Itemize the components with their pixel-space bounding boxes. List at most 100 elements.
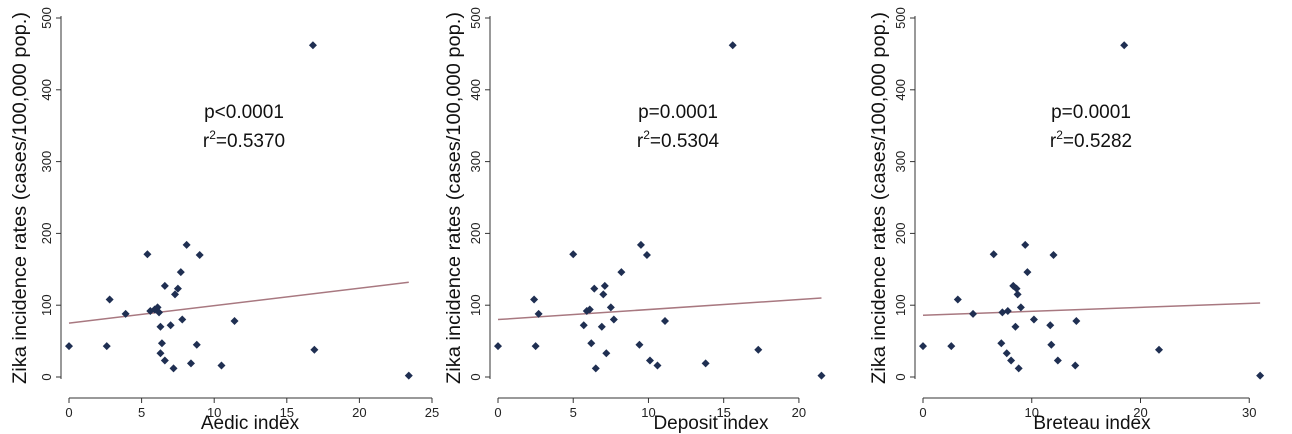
- scatter-point: [178, 315, 187, 324]
- scatter-point: [1007, 356, 1016, 365]
- y-axis-title: Zika incidence rates (cases/100,000 pop.…: [869, 12, 890, 384]
- scatter-point: [170, 290, 179, 299]
- y-axis-title: Zika incidence rates (cases/100,000 pop.…: [10, 12, 31, 384]
- y-tick-label: 500: [468, 7, 483, 29]
- scatter-point: [606, 303, 615, 312]
- x-tick-label: 10: [1025, 405, 1039, 420]
- scatter-point: [156, 322, 165, 331]
- scatter-point: [597, 322, 606, 331]
- scatter-point: [1011, 322, 1020, 331]
- scatter-point: [1029, 315, 1038, 324]
- scatter-point: [65, 342, 73, 351]
- r-squared-annotation: r2=0.5370: [203, 128, 285, 152]
- r-squared-annotation: r2=0.5304: [637, 128, 720, 152]
- scatter-point: [1047, 340, 1056, 349]
- scatter-point: [176, 268, 185, 277]
- scatter-point: [404, 371, 413, 380]
- scatter-point: [195, 250, 204, 259]
- r-squared-superscript: 2: [643, 128, 650, 142]
- scatter-point: [156, 349, 165, 358]
- r-squared-superscript: 2: [209, 128, 216, 142]
- y-tick-label: 300: [468, 151, 483, 173]
- scatter-point: [1012, 284, 1021, 293]
- scatter-point: [1003, 306, 1012, 315]
- regression-fit-line: [68, 281, 409, 324]
- scatter-point: [186, 359, 195, 368]
- scatter-point: [310, 345, 319, 354]
- regression-fit-line: [922, 302, 1261, 317]
- x-axis-title: Aedic index: [201, 413, 300, 434]
- scatter-point: [173, 284, 182, 293]
- scatter-point: [969, 309, 978, 318]
- x-tick-label: 30: [1242, 405, 1256, 420]
- scatter-point: [642, 250, 651, 259]
- scatter-point: [701, 359, 710, 368]
- scatter-point: [636, 240, 645, 249]
- scatter-point: [1023, 268, 1032, 277]
- x-axis-title: Deposit index: [653, 413, 769, 434]
- scatter-point: [754, 345, 763, 354]
- regression-fit-line: [497, 297, 822, 321]
- scatter-point: [105, 295, 114, 304]
- y-tick-label: 0: [893, 373, 908, 380]
- scatter-point: [590, 284, 599, 293]
- y-tick-label: 400: [39, 79, 54, 101]
- y-tick-label: 300: [39, 151, 54, 173]
- scatter-point: [817, 371, 826, 380]
- scatter-point: [661, 316, 670, 325]
- y-axis-title: Zika incidence rates (cases/100,000 pop.…: [444, 12, 465, 384]
- scatter-point: [182, 240, 191, 249]
- scatter-point: [919, 342, 927, 351]
- scatter-point: [635, 340, 644, 349]
- y-tick-label: 200: [468, 223, 483, 245]
- x-tick-label: 0: [494, 405, 501, 420]
- x-axis-title: Breteau index: [1033, 413, 1151, 434]
- scatter-point: [1154, 345, 1163, 354]
- scatter-point: [569, 250, 578, 259]
- scatter-point: [534, 309, 543, 318]
- scatter-point: [579, 321, 588, 330]
- r-squared-prefix: r: [203, 131, 210, 152]
- scatter-point: [230, 316, 239, 325]
- scatter-point: [530, 295, 539, 304]
- x-tick-label: 15: [716, 405, 730, 420]
- scatter-point: [166, 321, 175, 330]
- p-value-annotation: p=0.0001: [1051, 102, 1131, 123]
- x-tick-label: 20: [1133, 405, 1147, 420]
- x-tick-label: 20: [352, 405, 366, 420]
- y-tick-label: 200: [39, 223, 54, 245]
- scatter-point: [609, 315, 618, 324]
- scatter-point: [1046, 321, 1055, 330]
- r-squared-annotation: r2=0.5282: [1050, 128, 1132, 152]
- y-tick-label: 0: [39, 373, 54, 380]
- scatter-point: [1016, 303, 1025, 312]
- scatter-point: [1002, 349, 1011, 358]
- scatter-point: [531, 342, 540, 351]
- scatter-point: [102, 342, 111, 351]
- r-squared-value: =0.5304: [650, 131, 720, 152]
- y-tick-label: 200: [893, 223, 908, 245]
- scatter-point: [653, 361, 662, 370]
- y-tick-label: 0: [468, 373, 483, 380]
- scatter-point: [1049, 250, 1058, 259]
- scatter-point: [160, 281, 169, 290]
- y-tick-label: 100: [893, 294, 908, 316]
- y-tick-label: 300: [893, 151, 908, 173]
- scatter-point: [192, 340, 201, 349]
- scatter-point: [645, 356, 654, 365]
- scatter-panel-3: 0 100 200 300 400 500 0 10 20 30 Breteau index Zika…: [869, 7, 1265, 434]
- scatter-point: [947, 342, 956, 351]
- y-tick-label: 400: [468, 79, 483, 101]
- x-tick-label: 15: [280, 405, 294, 420]
- scatter-point: [1072, 316, 1081, 325]
- scatter-panel-1: 0 100 200 300 400 500 0 5 10 15 20 25 Aedic index Zik…: [10, 7, 439, 434]
- scatter-point: [1071, 361, 1080, 370]
- r-squared-superscript: 2: [1056, 128, 1063, 142]
- x-tick-label: 0: [919, 405, 926, 420]
- scatter-point: [997, 339, 1006, 348]
- scatter-point: [600, 281, 609, 290]
- scatter-point: [602, 349, 611, 358]
- p-value-annotation: p=0.0001: [638, 102, 718, 123]
- x-tick-label: 5: [570, 405, 577, 420]
- r-squared-prefix: r: [1050, 131, 1057, 152]
